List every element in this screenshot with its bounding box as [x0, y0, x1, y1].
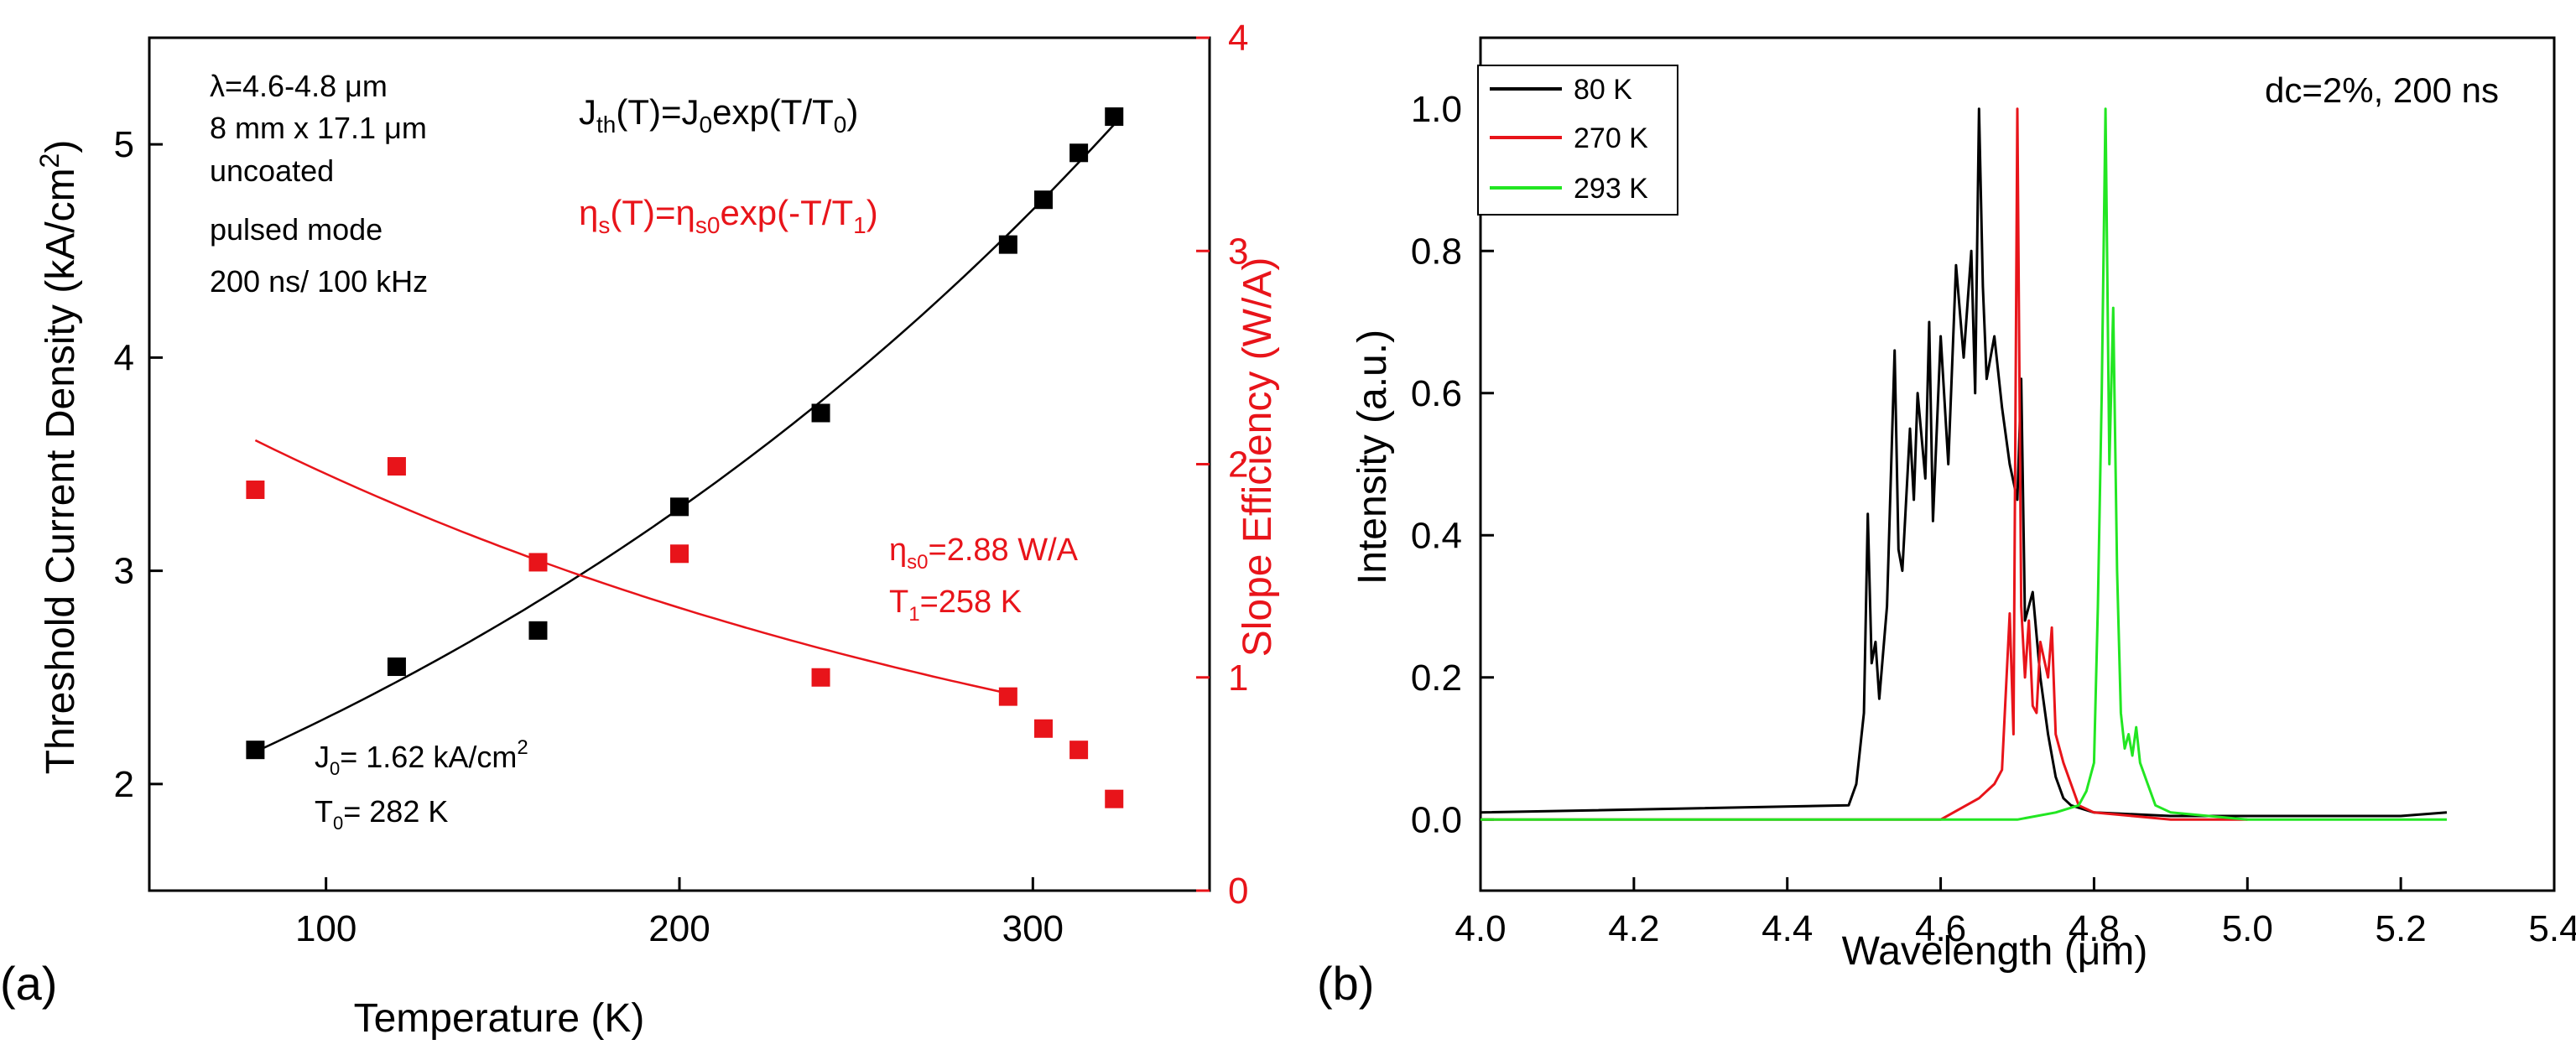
condition-line: pulsed mode	[210, 212, 382, 247]
legend-label-293k: 293 K	[1574, 173, 1648, 205]
panel-b-label: (b)	[1317, 957, 1374, 1010]
data-point-threshold	[1033, 190, 1053, 210]
left-tick-label: 4	[114, 337, 134, 378]
panel-a-conditions: λ=4.6-4.8 μm 8 mm x 17.1 μm uncoated pul…	[210, 69, 428, 299]
x-tick-label: 300	[1002, 908, 1064, 949]
panel-b-y-axis-title: Intensity (a.u.)	[1350, 330, 1395, 585]
x-tick-label: 4.6	[1915, 908, 1966, 949]
data-point-slope	[670, 544, 689, 564]
panel-b-spectra	[1480, 107, 2448, 821]
fit-black-j0: J0= 1.62 kA/cm2	[315, 736, 528, 779]
data-point-threshold	[670, 497, 689, 517]
data-point-threshold	[811, 403, 830, 423]
condition-line: λ=4.6-4.8 μm	[210, 69, 388, 103]
panel-b: 4.0 4.2 4.4 4.6 4.8 5.0 5.2 5.4 0.0 0.2 0.4 0.6 0.8…	[1317, 36, 2576, 1010]
panel-a-x-axis-title: Temperature (K)	[354, 996, 645, 1041]
panel-a-right-ticks: 0 1 2 3 4	[1196, 18, 1248, 912]
right-tick-label: 4	[1228, 18, 1248, 59]
data-point-threshold	[246, 741, 265, 760]
spectrum-line-293k	[1481, 107, 2447, 821]
data-point-threshold	[998, 235, 1017, 254]
condition-line: 200 ns/ 100 kHz	[210, 264, 428, 299]
panel-b-condition: dc=2%, 200 ns	[2265, 70, 2499, 110]
x-tick-label: 4.8	[2069, 908, 2120, 949]
y-tick-label: 0.2	[1411, 657, 1462, 699]
formula-slope-efficiency: ηs(T)=ηs0exp(-T/T1)	[579, 193, 878, 238]
data-point-slope	[1033, 719, 1053, 738]
panel-a-x-ticks: 100 200 300	[295, 877, 1064, 949]
data-point-threshold	[387, 657, 406, 677]
panel-a-right-axis-title: Slope Efficiency (W/A)	[1236, 257, 1280, 657]
spectrum-line-80k	[1480, 107, 2448, 818]
condition-line: 8 mm x 17.1 μm	[210, 111, 427, 145]
right-tick-label: 3	[1228, 231, 1248, 272]
data-point-threshold	[1069, 143, 1089, 163]
y-tick-label: 1.0	[1411, 89, 1462, 130]
data-point-slope	[246, 481, 265, 500]
x-tick-label: 5.0	[2222, 908, 2273, 949]
data-point-slope	[998, 687, 1017, 706]
panel-b-plot-frame	[1479, 36, 2556, 892]
fit-red-eta: ηs0=2.88 W/A	[889, 533, 1079, 574]
data-point-slope	[528, 553, 548, 572]
condition-line: uncoated	[210, 153, 334, 188]
panel-a-data-points	[246, 107, 1124, 808]
data-point-slope	[387, 457, 406, 476]
panel-b-y-ticks: 0.0 0.2 0.4 0.6 0.8 1.0	[1411, 89, 1494, 840]
y-tick-label: 0.8	[1411, 231, 1462, 272]
panel-b-x-axis-title: Wavelength (μm)	[1842, 929, 2148, 974]
right-tick-label: 0	[1228, 871, 1248, 912]
x-tick-label: 5.2	[2376, 908, 2427, 949]
y-tick-label: 0.4	[1411, 515, 1462, 556]
fit-red-t1: T1=258 K	[889, 585, 1022, 626]
panel-b-legend: 80 K 270 K 293 K	[1477, 65, 1678, 216]
data-point-slope	[811, 668, 830, 687]
y-tick-label: 0.0	[1411, 799, 1462, 840]
panel-a-label: (a)	[0, 957, 57, 1010]
y-tick-label: 0.6	[1411, 373, 1462, 414]
legend-label-80k: 80 K	[1574, 74, 1632, 106]
data-point-threshold	[528, 621, 548, 640]
panel-b-x-ticks: 4.0 4.2 4.4 4.6 4.8 5.0 5.2 5.4	[1455, 877, 2576, 949]
left-tick-label: 5	[114, 124, 134, 165]
left-tick-label: 2	[114, 764, 134, 805]
x-tick-label: 4.2	[1608, 908, 1659, 949]
panel-a-left-ticks: 2 3 4 5	[114, 124, 163, 805]
left-tick-label: 3	[114, 551, 134, 592]
panel-a-left-axis-title: Threshold Current Density (kA/cm2)	[34, 140, 83, 775]
data-point-slope	[1105, 789, 1124, 808]
fit-curve-slope	[254, 439, 1009, 695]
fit-black-t0: T0= 282 K	[315, 794, 448, 834]
right-tick-label: 2	[1228, 444, 1248, 486]
x-tick-label: 4.0	[1455, 908, 1506, 949]
panel-a: 100 200 300 2 3 4 5 0 1 2 3 4 Temperature (K) Thr…	[0, 18, 1280, 1041]
x-tick-label: 200	[648, 908, 710, 949]
x-tick-label: 4.4	[1762, 908, 1813, 949]
legend-label-270k: 270 K	[1574, 122, 1648, 154]
spectrum-line-270k	[1481, 107, 2248, 821]
x-tick-label: 100	[295, 908, 356, 949]
formula-threshold: Jth(T)=J0exp(T/T0)	[579, 92, 858, 138]
data-point-threshold	[1105, 107, 1124, 127]
data-point-slope	[1069, 741, 1089, 760]
x-tick-label: 5.4	[2528, 908, 2576, 949]
right-tick-label: 1	[1228, 657, 1248, 699]
